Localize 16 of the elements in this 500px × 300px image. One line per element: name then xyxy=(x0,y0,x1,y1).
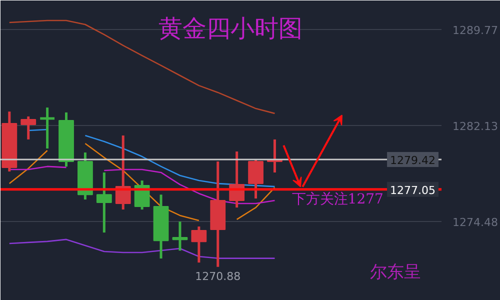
text: 下方关注1277 xyxy=(292,191,384,208)
ref-line-label: 1277.05 xyxy=(390,184,436,197)
candlestick xyxy=(38,106,56,150)
candlestick xyxy=(191,225,207,264)
ref-line-label: 1279.42 xyxy=(390,154,436,168)
y-tick-label: 1282.13 xyxy=(452,120,498,133)
line-series xyxy=(8,238,276,259)
annotation: 1270.88 xyxy=(195,270,241,283)
candlestick xyxy=(20,115,36,141)
text: 尔东呈 xyxy=(370,262,421,282)
y-tick-label: 1274.48 xyxy=(452,216,498,230)
y-tick-label: 1289.77 xyxy=(452,24,498,38)
candlestick xyxy=(96,171,112,234)
candlestick xyxy=(248,158,264,200)
candlestick xyxy=(172,220,188,252)
text: 黄金四小时图 xyxy=(158,14,302,42)
